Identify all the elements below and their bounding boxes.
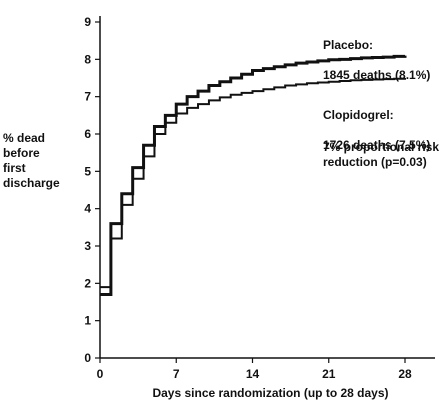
x-tick-label: 28 [398,367,412,381]
y-tick-label: 2 [84,276,91,290]
y-tick-label: 1 [84,314,91,328]
clopidogrel-label: Clopidogrel: 1726 deaths (7.5%) [323,93,430,168]
series-group [100,54,407,297]
clopidogrel-label-line1: Clopidogrel: [323,108,394,122]
y-tick-label: 3 [84,239,91,253]
placebo-label: Placebo: 1845 deaths (8.1%) [323,23,430,98]
placebo-label-line2: 1845 deaths (8.1%) [323,68,431,82]
y-axis-label: % dead before first discharge [3,131,60,190]
y-tick-label: 6 [84,127,91,141]
y-tick-label: 8 [84,52,91,66]
y-tick-label: 4 [84,202,91,216]
placebo-label-line1: Placebo: [323,38,374,52]
x-tick-label: 14 [246,367,260,381]
axes: 0 1 2 3 4 5 6 7 8 9 0 7 14 21 28 Days since randomizati… [84,15,435,400]
clopidogrel-step-line [100,77,406,289]
x-tick-label: 7 [173,367,180,381]
x-tick-label: 21 [322,367,336,381]
x-tick-label: 0 [97,367,104,381]
y-tick-label: 5 [84,164,91,178]
y-tick-label: 0 [84,351,91,365]
y-tick-label: 7 [84,90,91,104]
clopidogrel-label-line2: 1726 deaths (7.5%) [323,138,431,152]
risk-reduction-annotation: 7% proportional risk reduction (p=0.03) [323,140,440,169]
x-axis-label: Days since randomization (up to 28 days) [152,386,388,400]
y-tick-label: 9 [84,15,91,29]
